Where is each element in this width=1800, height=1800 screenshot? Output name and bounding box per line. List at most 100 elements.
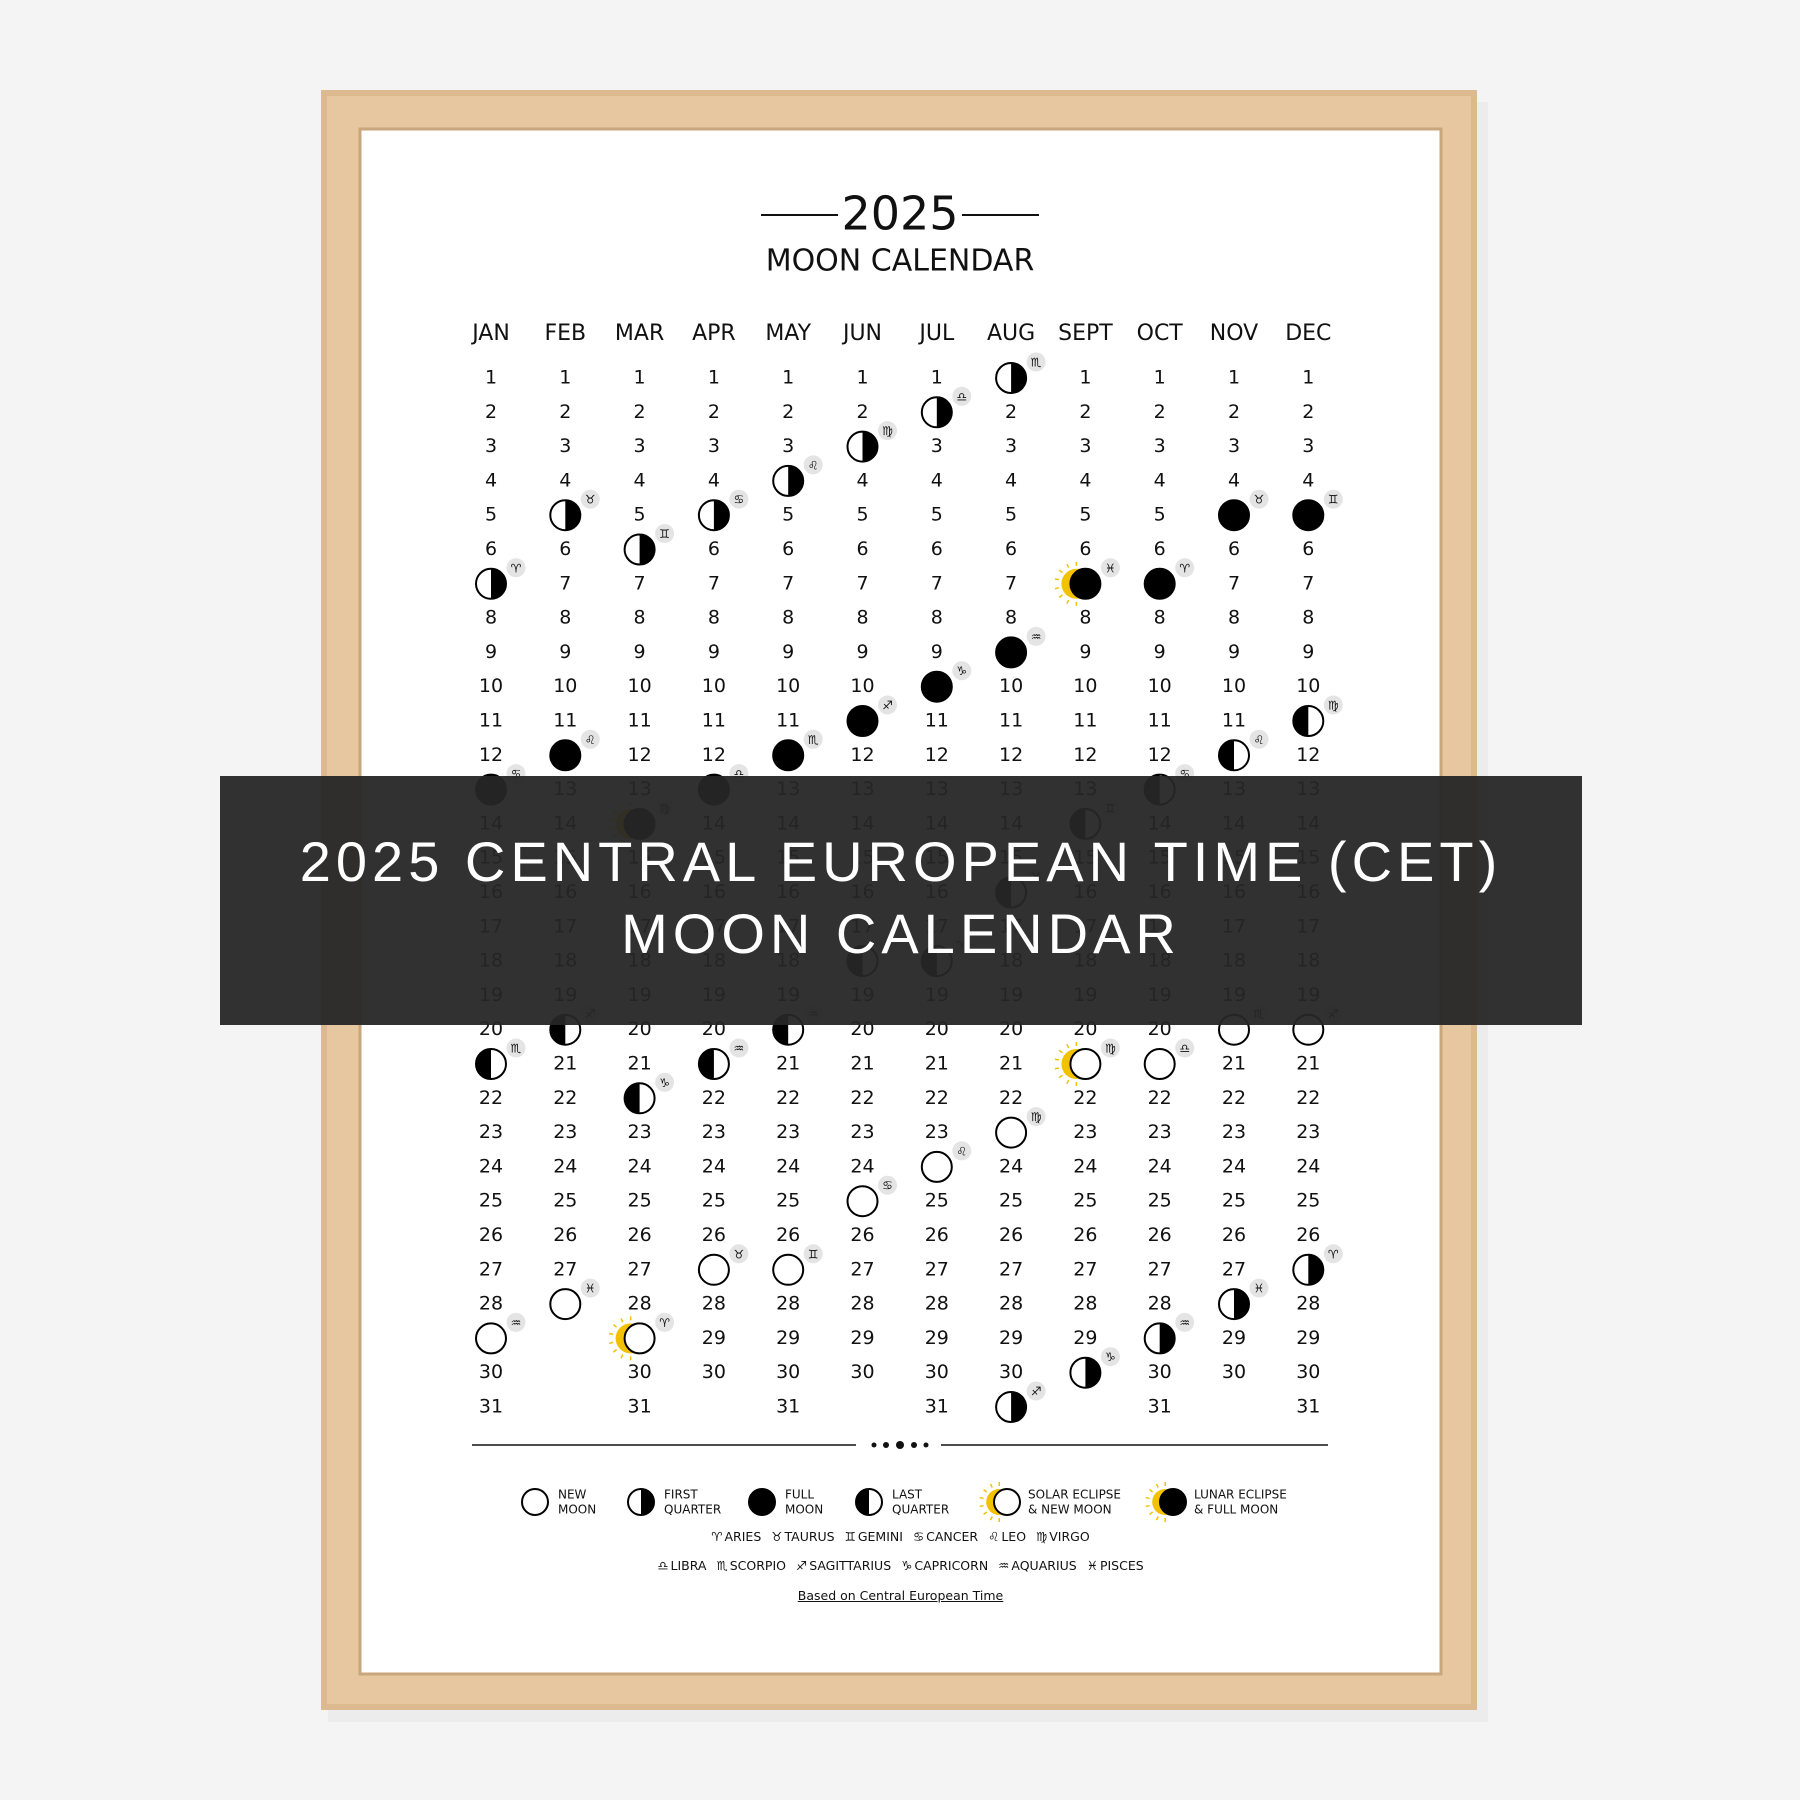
- day-number: 4: [856, 469, 868, 491]
- day-number: 14: [702, 812, 726, 834]
- month-label: DEC: [1285, 321, 1331, 346]
- day-number: 30: [479, 1361, 503, 1383]
- sign-badge: [655, 1312, 675, 1332]
- sign-badge: [1100, 1038, 1120, 1058]
- day-number: 23: [702, 1121, 726, 1143]
- day-number: 12: [925, 744, 949, 766]
- day-number: 19: [1296, 984, 1320, 1006]
- zodiac-sign: ♊: [808, 1247, 819, 1261]
- moon-first: [1143, 1322, 1176, 1355]
- day-number: 5: [634, 504, 646, 526]
- sign-badge: [655, 1072, 675, 1092]
- zodiac-sign: ♍: [1031, 1110, 1042, 1124]
- day-number: 12: [999, 744, 1023, 766]
- day-number: 24: [776, 1155, 800, 1177]
- moon-disc: [549, 1288, 582, 1321]
- day-number: 28: [999, 1293, 1023, 1315]
- day-number: 9: [485, 641, 497, 663]
- day-number: 5: [485, 504, 497, 526]
- day-number: 6: [782, 538, 794, 560]
- day-number: 22: [1073, 1087, 1097, 1109]
- day-number: 1: [782, 367, 794, 389]
- eclipse-ray: [612, 1324, 617, 1328]
- zodiac-sign: ♌: [956, 1144, 967, 1158]
- moon-new: [697, 1253, 730, 1286]
- moon-last: [1069, 807, 1102, 840]
- day-number: 18: [999, 950, 1023, 972]
- sign-badge: [1175, 1038, 1195, 1058]
- day-number: 13: [628, 778, 652, 800]
- zodiac-item: ♈ ARIES: [711, 1529, 761, 1544]
- eclipse-ray: [1066, 599, 1070, 604]
- day-number: 21: [850, 1053, 874, 1075]
- day-number: 27: [553, 1258, 577, 1280]
- eclipse-ray: [608, 1341, 614, 1345]
- day-number: 30: [628, 1361, 652, 1383]
- legend-label: SOLAR ECLIPSE: [1028, 1488, 1121, 1502]
- day-number: 10: [1073, 675, 1097, 697]
- moon-lunar: [1145, 1482, 1187, 1522]
- day-number: 23: [1296, 1121, 1320, 1143]
- zodiac-sign: ♒: [1031, 630, 1042, 644]
- day-number: 17: [925, 915, 949, 937]
- moon-disc: [1143, 1048, 1176, 1080]
- moon-shade: [1219, 740, 1234, 771]
- day-number: 24: [1073, 1155, 1097, 1177]
- day-number: 20: [628, 1018, 652, 1040]
- moon-new: [772, 1253, 805, 1286]
- day-number: 9: [931, 641, 943, 663]
- day-number: 19: [702, 984, 726, 1006]
- day-number: 15: [1222, 847, 1246, 869]
- day-number: 29: [1222, 1327, 1246, 1349]
- sign-badge: [506, 1312, 526, 1332]
- sign-badge: [506, 1038, 526, 1058]
- day-number: 16: [1073, 881, 1097, 903]
- day-number: 4: [1228, 469, 1240, 491]
- zodiac-name: LEO: [1001, 1529, 1027, 1544]
- day-number: 29: [702, 1327, 726, 1349]
- day-number: 24: [1222, 1155, 1246, 1177]
- day-number: 6: [856, 538, 868, 560]
- day-number: 22: [1148, 1087, 1172, 1109]
- zodiac-name: PISCES: [1099, 1558, 1144, 1573]
- day-number: 2: [856, 401, 868, 423]
- day-number: 27: [1148, 1258, 1172, 1280]
- zodiac-symbol: ♍: [1036, 1529, 1048, 1544]
- day-number: 2: [559, 401, 571, 423]
- moon-full: [475, 773, 507, 806]
- day-number: 1: [1302, 367, 1314, 389]
- day-number: 22: [850, 1087, 874, 1109]
- moon-disc: [1069, 1048, 1102, 1080]
- moon-disc: [920, 1150, 953, 1183]
- moon-first: [623, 533, 656, 566]
- zodiac-symbol: ♎: [657, 1558, 669, 1573]
- day-number: 8: [1005, 607, 1017, 629]
- day-number: 26: [1296, 1224, 1320, 1246]
- divider-dot: [923, 1442, 929, 1448]
- day-number: 1: [931, 367, 943, 389]
- eclipse-ray: [1058, 569, 1063, 574]
- day-number: 29: [1296, 1327, 1320, 1349]
- zodiac-sign: ♉: [585, 493, 596, 507]
- day-number: 30: [776, 1361, 800, 1383]
- day-number: 31: [479, 1396, 503, 1418]
- zodiac-sign: ♑: [956, 664, 967, 678]
- moon-first: [995, 1391, 1028, 1423]
- moon-disc: [1159, 1488, 1187, 1516]
- day-number: 5: [856, 504, 868, 526]
- day-number: 16: [1222, 881, 1246, 903]
- moon-last: [1143, 773, 1176, 806]
- day-number: 17: [850, 915, 874, 937]
- day-number: 8: [559, 607, 571, 629]
- divider-dot: [896, 1441, 904, 1449]
- zodiac-sign: ♋: [511, 767, 522, 781]
- day-number: 24: [1296, 1155, 1320, 1177]
- day-number: 1: [1154, 367, 1166, 389]
- moon-full: [920, 670, 953, 703]
- moon-new: [475, 1322, 507, 1355]
- moon-full: [846, 705, 879, 737]
- zodiac-symbol: ♉: [771, 1529, 783, 1544]
- day-number: 17: [628, 915, 652, 937]
- day-number: 11: [1148, 710, 1172, 732]
- moon-disc: [475, 773, 507, 806]
